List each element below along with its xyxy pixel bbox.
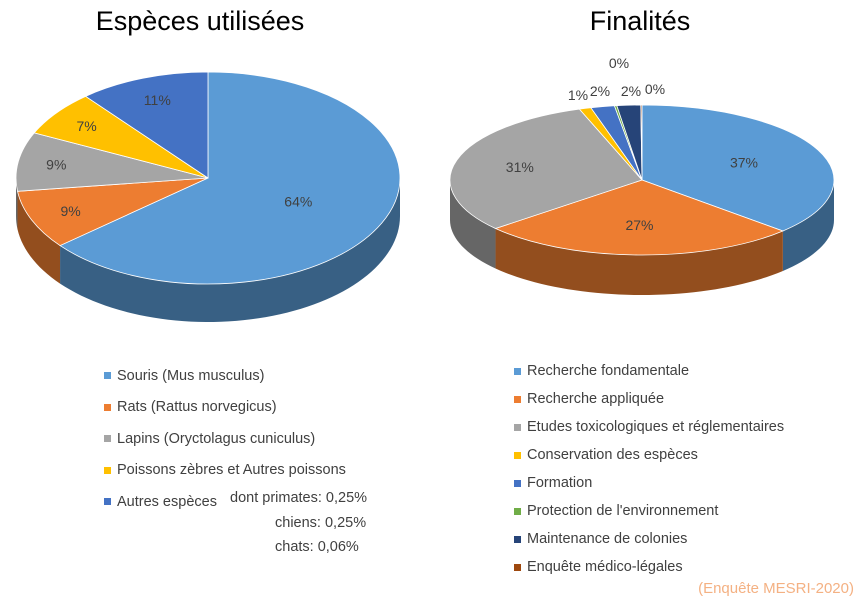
source-note: (Enquête MESRI-2020) <box>698 580 854 597</box>
pie-slice-lapins-oryctolagus-cuniculus <box>15 132 209 192</box>
legend-label: Rats (Rattus norvegicus) <box>117 399 277 416</box>
legend-swatch <box>514 507 521 515</box>
legend-swatch <box>104 403 111 411</box>
data-label-etudes-toxicologiques-et-reglementaires: 31% <box>506 159 534 175</box>
data-label-formation: 2% <box>590 83 610 99</box>
legend-swatch <box>514 395 521 403</box>
legend-label: Protection de l'environnement <box>527 503 719 519</box>
legend-swatch <box>514 563 521 571</box>
pie-slice-rats-rattus-norvegicus <box>17 177 209 247</box>
legend-label: Lapins (Oryctolagus cuniculus) <box>117 430 316 447</box>
legend-label: Recherche fondamentale <box>527 363 690 379</box>
pie-side-etudes-toxicologiques-et-reglementaires <box>450 180 496 269</box>
pie-slice-recherche-fondamentale <box>641 104 835 232</box>
pie-side-recherche-appliquee <box>495 228 783 295</box>
pie-slice-etudes-toxicologiques-et-reglementaires <box>449 108 643 229</box>
legend-swatch <box>514 535 521 543</box>
legend-item-rats-rattus-norvegicus: Rats (Rattus norvegicus) <box>104 392 346 424</box>
data-label-maintenance-de-colonies: 2% <box>621 83 641 99</box>
legend-item-protection-de-l-environnement: Protection de l'environnement <box>514 497 784 525</box>
pie-side-souris-mus-musculus <box>60 178 401 322</box>
legend-item-maintenance-de-colonies: Maintenance de colonies <box>514 525 784 553</box>
legend-note-primates: dont primates: 0,25% <box>230 490 368 506</box>
legend-purposes: Recherche fondamentale Recherche appliqué… <box>514 357 784 581</box>
legend-item-souris-mus-musculus: Souris (Mus musculus) <box>104 360 346 392</box>
data-label-rats-rattus-norvegicus: 9% <box>60 203 80 219</box>
pie-chart-purposes: 37%27%31%1% 2%0%2% 0% <box>449 55 835 295</box>
data-label-conservation-des-especes: 1% <box>568 87 588 103</box>
legend-swatch <box>104 466 111 474</box>
legend-item-poissons-zebres-et-autres-poissons: Poissons zèbres et Autres poissons <box>104 455 346 487</box>
legend-swatch <box>104 435 111 443</box>
legend-label: Maintenance de colonies <box>527 531 688 547</box>
pie-slice-autres-especes <box>84 71 209 179</box>
legend-label: Recherche appliquée <box>527 391 665 407</box>
legend-label: Conservation des espèces <box>527 447 698 463</box>
legend-item-enquete-medico-legales: Enquête médico-légales <box>514 553 784 581</box>
legend-note-dogs: chiens: 0,25% <box>275 515 367 531</box>
legend-swatch <box>104 372 111 380</box>
data-label-lapins-oryctolagus-cuniculus: 9% <box>46 157 66 173</box>
data-label-enquete-medico-legales: 0% <box>645 81 665 97</box>
legend-swatch <box>104 498 111 506</box>
pie-slice-souris-mus-musculus <box>59 71 401 285</box>
legend-item-recherche-appliquee: Recherche appliquée <box>514 385 784 413</box>
legend-item-formation: Formation <box>514 469 784 497</box>
legend-item-etudes-toxicologiques-et-reglementaires: Etudes toxicologiques et réglementaires <box>514 413 784 441</box>
pie-side-recherche-fondamentale <box>782 180 834 271</box>
pie-slice-enquete-medico-legales <box>640 104 643 181</box>
chart-title-species: Espèces utilisées <box>95 6 305 36</box>
legend-label: Poissons zèbres et Autres poissons <box>117 462 346 479</box>
chart-title-purposes: Finalités <box>589 6 691 36</box>
pie-chart-species: 64% 9% 9% 7% 11% <box>15 71 401 322</box>
legend-item-lapins-oryctolagus-cuniculus: Lapins (Oryctolagus cuniculus) <box>104 423 346 455</box>
legend-label: Souris (Mus musculus) <box>117 367 265 384</box>
legend-swatch <box>514 451 521 459</box>
data-label-protection-de-l-environnement: 0% <box>609 55 629 71</box>
legend-swatch <box>514 367 521 375</box>
legend-label: Autres espèces <box>117 493 217 510</box>
pie-slice-recherche-appliquee <box>494 179 784 256</box>
legend-item-autres-especes: Autres espèces <box>104 486 346 518</box>
data-label-autres-especes: 11% <box>144 92 171 108</box>
legend-item-recherche-fondamentale: Recherche fondamentale <box>514 357 784 385</box>
legend-label: Enquête médico-légales <box>527 559 683 575</box>
legend-label: Etudes toxicologiques et réglementaires <box>527 419 785 435</box>
legend-swatch <box>514 423 521 431</box>
legend-swatch <box>514 479 521 487</box>
legend-note-cats: chats: 0,06% <box>275 539 359 555</box>
data-label-recherche-appliquee: 27% <box>625 217 653 233</box>
data-label-recherche-fondamentale: 37% <box>730 155 758 171</box>
legend-label: Formation <box>527 475 593 491</box>
data-label-poissons-zebres-et-autres-poissons: 7% <box>76 118 96 134</box>
data-label-souris-mus-musculus: 64% <box>284 194 312 210</box>
legend-species: Souris (Mus musculus) Rats (Rattus norveg… <box>104 360 346 518</box>
legend-item-conservation-des-especes: Conservation des espèces <box>514 441 784 469</box>
pie-side-rats-rattus-norvegicus <box>17 191 61 284</box>
